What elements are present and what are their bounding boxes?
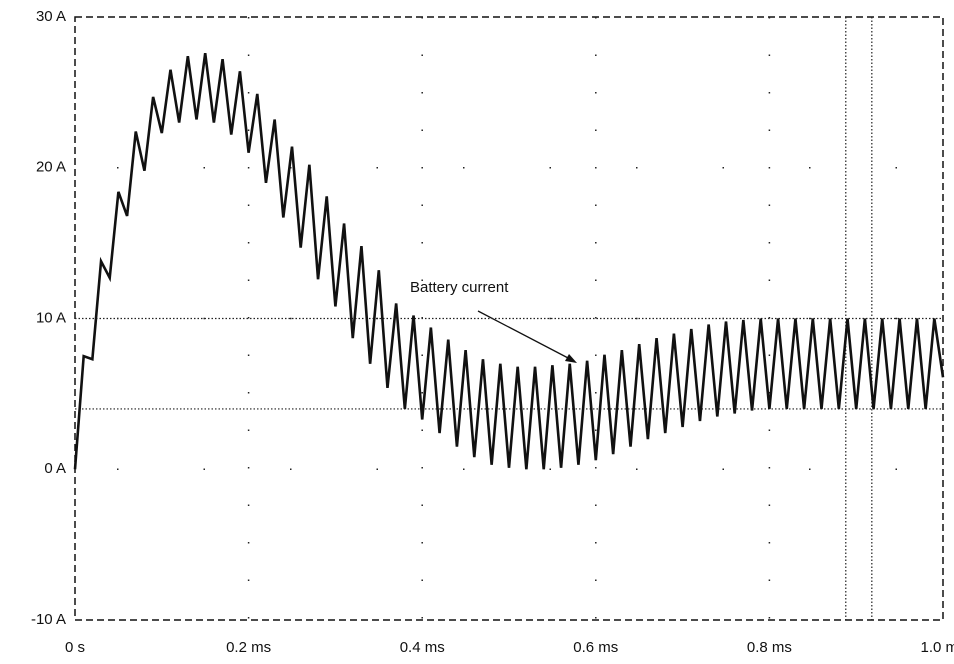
x-tick-label: 0.6 ms [573,639,618,656]
x-tick-label: 0.8 ms [747,639,792,656]
x-tick-label: 0.4 ms [400,639,445,656]
series-line [73,53,945,470]
x-tick-label: 0 s [65,639,85,656]
annotation-arrow [477,310,571,360]
x-tick-label: 0.2 ms [226,639,271,656]
y-tick-label: -10 A [31,611,66,628]
annotation: Battery current [410,279,509,296]
y-tick-label: 30 A [36,8,66,25]
arrow-head [565,354,577,363]
x-tick-label: 1.0 ms [920,639,954,656]
y-tick-label: 0 A [44,460,66,477]
y-tick-label: 10 A [36,309,66,326]
y-tick-label: 20 A [36,159,66,176]
